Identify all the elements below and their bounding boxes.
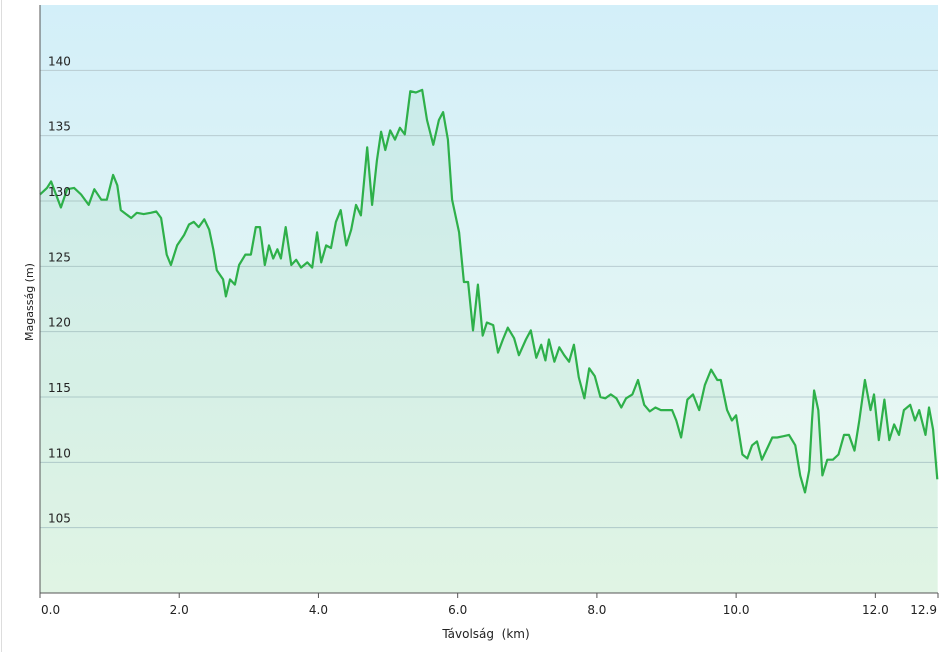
y-axis-label: Magasság (m) (23, 263, 36, 341)
grid (40, 69, 938, 529)
y-tick-label: 125 (48, 250, 71, 264)
plot-area (40, 5, 938, 593)
y-tick-label: 135 (48, 120, 71, 134)
elevation-area (40, 89, 938, 594)
x-tick-label: 4.0 (309, 603, 328, 617)
x-axis-label: Távolság (km) (441, 627, 529, 641)
y-tick-label: 130 (48, 185, 71, 199)
x-tick-label: 6.0 (448, 603, 467, 617)
elevation-line (39, 88, 939, 494)
y-tick-label: 140 (48, 54, 71, 68)
marks (39, 88, 939, 594)
x-tick-label: 10.0 (723, 603, 750, 617)
x-tick-label: 12.0 (862, 603, 889, 617)
y-tick-label: 110 (48, 446, 71, 460)
x-tick-label: 12.9 (910, 603, 937, 617)
axes (39, 5, 939, 598)
y-tick-label: 115 (48, 381, 71, 395)
x-tick-label: 8.0 (587, 603, 606, 617)
x-tick-label: 2.0 (170, 603, 189, 617)
y-tick-label: 105 (48, 512, 71, 526)
y-tick-label: 120 (48, 316, 71, 330)
x-tick-label: 0.0 (41, 603, 60, 617)
